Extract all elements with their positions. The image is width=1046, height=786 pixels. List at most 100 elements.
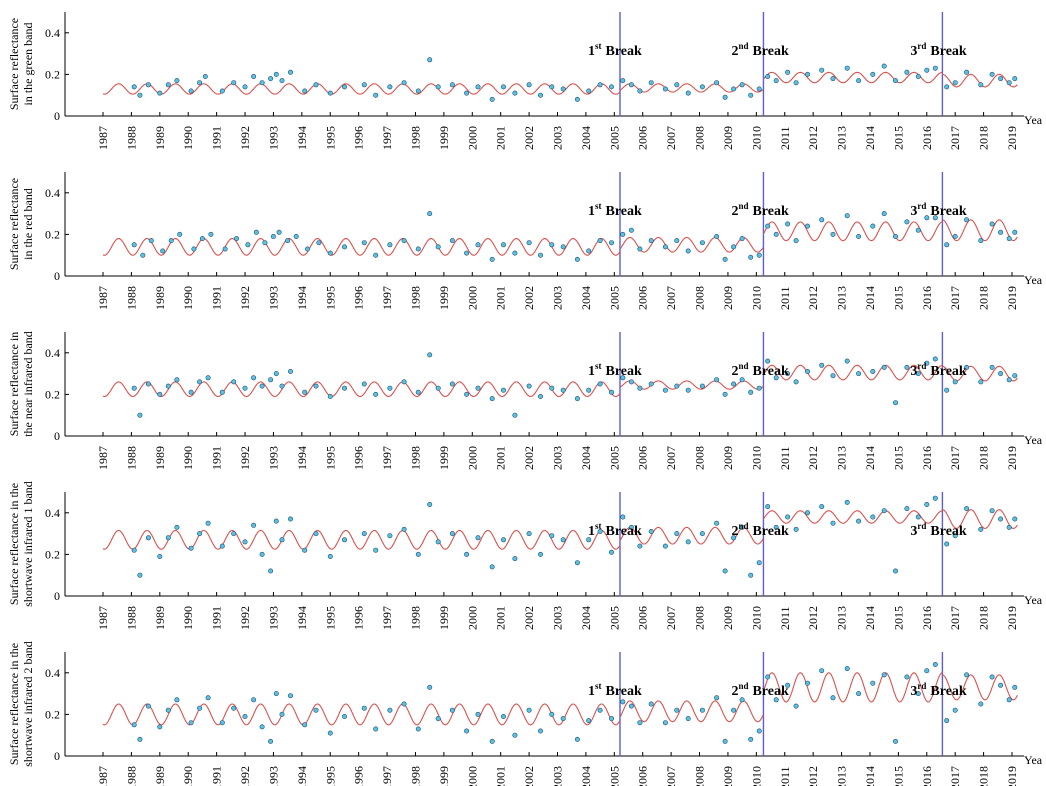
data-point <box>415 551 421 557</box>
data-point <box>188 545 194 551</box>
break-ordinal: 3 <box>910 204 917 219</box>
x-tick-label: 1990 <box>181 446 195 470</box>
data-point <box>804 680 810 686</box>
data-point <box>748 572 754 578</box>
data-point <box>756 560 762 566</box>
x-tick-label: 1993 <box>266 126 280 150</box>
data-point <box>892 234 898 240</box>
data-point <box>475 242 481 248</box>
x-tick-label: 1992 <box>238 446 252 470</box>
data-point <box>205 375 211 381</box>
x-tick-label: 2014 <box>863 126 877 150</box>
data-point <box>174 524 180 530</box>
data-point <box>361 705 367 711</box>
data-point <box>699 531 705 537</box>
data-point <box>952 707 958 713</box>
data-point <box>574 736 580 742</box>
data-point <box>157 391 163 397</box>
x-tick-label: 2010 <box>749 446 763 470</box>
data-point <box>202 74 208 80</box>
data-point <box>131 242 137 248</box>
x-tick-label: 1987 <box>96 286 110 310</box>
data-point <box>560 86 566 92</box>
x-tick-label: 2008 <box>693 126 707 150</box>
data-point <box>131 385 137 391</box>
data-point <box>415 389 421 395</box>
data-point <box>401 526 407 532</box>
x-tick-label: 2008 <box>693 286 707 310</box>
data-point <box>449 381 455 387</box>
x-tick-label: 1996 <box>352 606 366 630</box>
break-word: Break <box>605 44 642 59</box>
data-point <box>464 728 470 734</box>
x-tick-label: 2007 <box>664 126 678 150</box>
data-point <box>148 238 154 244</box>
break-label: 1st Break <box>588 681 642 699</box>
data-point <box>637 246 643 252</box>
data-point <box>892 400 898 406</box>
data-point <box>489 256 495 262</box>
x-tick-label: 2013 <box>835 606 849 630</box>
data-point <box>628 379 634 385</box>
data-point <box>1012 76 1018 82</box>
break-word: Break <box>930 44 967 59</box>
data-point <box>748 92 754 98</box>
x-tick-label: 2013 <box>835 766 849 786</box>
data-point <box>628 82 634 88</box>
x-tick-label: 2004 <box>579 766 593 786</box>
data-point <box>773 697 779 703</box>
data-point <box>586 387 592 393</box>
x-tick-label: 1988 <box>124 446 138 470</box>
x-tick-label: 2019 <box>1005 126 1019 150</box>
x-tick-label: 2000 <box>465 446 479 470</box>
x-tick-label: 2004 <box>579 286 593 310</box>
break-ordinal: 3 <box>910 524 917 539</box>
data-point <box>276 229 282 235</box>
data-point <box>574 560 580 566</box>
data-point <box>714 377 720 383</box>
data-point <box>449 82 455 88</box>
data-point <box>586 88 592 94</box>
data-point <box>500 713 506 719</box>
x-tick-label: 1990 <box>181 126 195 150</box>
data-point <box>145 703 151 709</box>
data-point <box>685 539 691 545</box>
data-point <box>208 231 214 237</box>
data-point <box>944 387 950 393</box>
break-label: 2nd Break <box>731 201 789 219</box>
data-point <box>714 80 720 86</box>
y-axis-label-line: in the green band <box>21 23 35 106</box>
data-point <box>722 94 728 100</box>
data-point <box>387 533 393 539</box>
x-tick-label: 2006 <box>636 126 650 150</box>
data-point <box>674 383 680 389</box>
data-point <box>500 537 506 543</box>
break-label: 2nd Break <box>731 41 789 59</box>
break-label: 1st Break <box>588 201 642 219</box>
x-tick-label: 1995 <box>323 126 337 150</box>
y-axis-label-line: Surface reflectance in <box>7 332 21 437</box>
x-tick-label: 1994 <box>295 126 309 150</box>
break-ordinal: 3 <box>910 364 917 379</box>
data-point <box>597 528 603 534</box>
x-tick-label: 2015 <box>891 446 905 470</box>
data-point <box>500 387 506 393</box>
data-point <box>373 92 379 98</box>
data-point <box>341 713 347 719</box>
x-tick-label: 2007 <box>664 286 678 310</box>
fit-line <box>102 364 1018 398</box>
break-suffix: nd <box>738 361 748 371</box>
data-point <box>449 531 455 537</box>
data-point <box>475 711 481 717</box>
x-tick-label: 1997 <box>380 286 394 310</box>
data-point <box>964 506 970 512</box>
data-point <box>699 240 705 246</box>
data-point <box>157 553 163 559</box>
x-tick-label: 1989 <box>153 766 167 786</box>
x-tick-label: 2008 <box>693 446 707 470</box>
data-point <box>765 223 771 229</box>
data-point <box>597 707 603 713</box>
x-tick-label: 1997 <box>380 446 394 470</box>
data-point <box>313 707 319 713</box>
y-axis-label: Surface reflectancein the green band <box>7 18 35 110</box>
